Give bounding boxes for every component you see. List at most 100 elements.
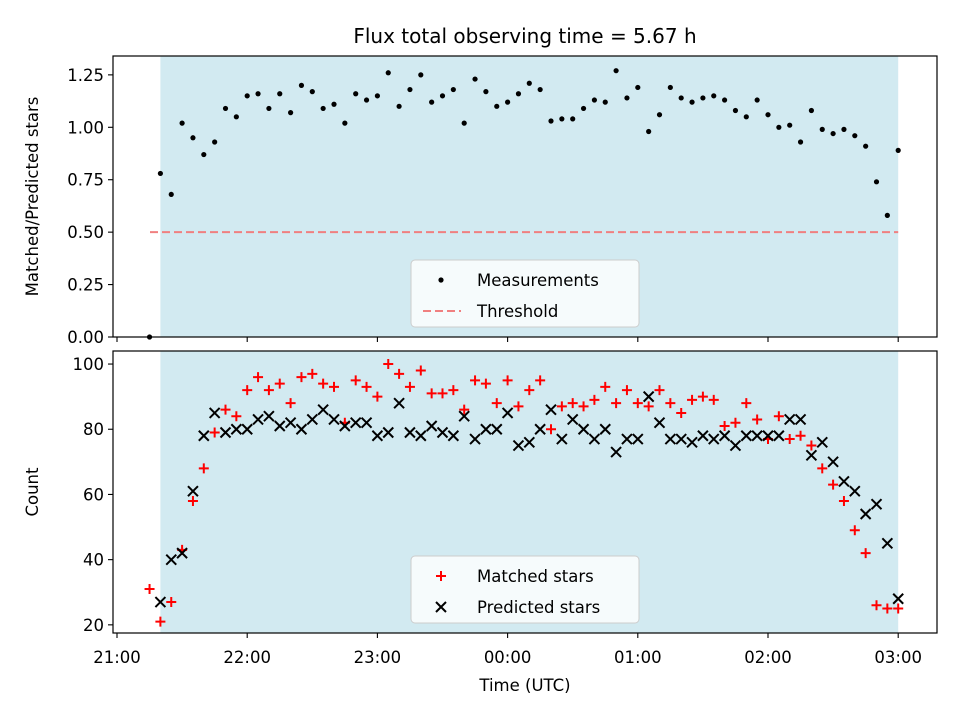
matched-stars-point (198, 463, 209, 474)
measurement-point (353, 91, 359, 97)
measurement-point (765, 112, 771, 118)
matched-stars-point (253, 372, 264, 383)
predicted-stars-point (328, 413, 340, 426)
measurement-point (201, 151, 207, 158)
measurement-point (179, 120, 185, 126)
measurement-point (363, 97, 370, 103)
measurement-point (385, 70, 391, 76)
measurement-point (298, 82, 305, 88)
measurements-series (146, 68, 901, 340)
measurement-point (602, 99, 608, 105)
y-tick-label: 0.25 (67, 276, 104, 295)
predicted-stars-point (349, 417, 362, 429)
matched-stars-point (860, 548, 871, 559)
matched-stars-point (871, 600, 882, 611)
matched-stars-point (784, 434, 795, 445)
measurement-point (884, 212, 890, 218)
predicted-stars-point (751, 430, 763, 442)
predicted-stars-point (339, 420, 351, 432)
measurement-point (342, 120, 348, 126)
predicted-stars-point (599, 423, 611, 435)
measurement-point (689, 99, 695, 105)
bottom-y-axis-label: Count (23, 467, 42, 517)
matched-stars-point (600, 381, 611, 392)
predicted-stars-point (491, 423, 503, 435)
measurement-point (320, 105, 326, 112)
measurement-point (212, 139, 218, 145)
predicted-stars-point (534, 423, 546, 435)
predicted-stars-point (252, 413, 264, 426)
predicted-stars-point (458, 410, 470, 422)
measurement-point (841, 126, 847, 132)
predicted-stars-point (382, 426, 394, 439)
matched-stars-point (719, 420, 730, 431)
predicted-stars-point (859, 508, 872, 520)
predicted-stars-point (263, 410, 275, 422)
predicted-stars-point (708, 433, 720, 445)
x-tick-label: 02:00 (744, 648, 792, 667)
matched-stars-point (578, 401, 589, 412)
bottom-x-axis-ticks: 21:00 22:00 23:00 00:00 01:00 02:00 03:00 (93, 633, 922, 667)
predicted-stars-point (415, 430, 427, 442)
y-tick-label: 0.75 (67, 171, 104, 190)
measurement-point (819, 126, 825, 132)
predicted-stars-point (577, 423, 590, 435)
matched-stars-point (676, 407, 687, 418)
matched-stars-point (502, 375, 513, 386)
measurement-point (494, 103, 500, 109)
measurement-point (157, 170, 163, 177)
measurement-point (754, 97, 760, 103)
measurement-point (472, 76, 478, 82)
top-y-axis-label: Matched/Predicted stars (23, 97, 42, 297)
legend-label: Threshold (476, 302, 558, 321)
predicted-stars-point (447, 430, 460, 442)
measurement-point (515, 91, 522, 97)
matched-stars-point (806, 440, 817, 451)
bottom-legend: Matched stars Predicted stars (410, 555, 640, 624)
x-tick-label: 01:00 (614, 648, 662, 667)
matched-stars-point (480, 378, 491, 389)
predicted-stars-point (621, 433, 633, 445)
measurement-point (873, 179, 880, 185)
predicted-stars-point (686, 436, 698, 448)
measurement-point (429, 99, 435, 105)
matched-stars-point (535, 375, 546, 386)
matched-stars-point (817, 463, 828, 474)
predicted-stars-point (187, 485, 199, 497)
y-tick-label: 40 (83, 551, 104, 570)
legend-label: Measurements (477, 271, 599, 290)
top-axes-frame (112, 55, 938, 338)
matched-stars-point (893, 603, 904, 614)
measurement-point (591, 97, 598, 103)
predicted-stars-point (393, 397, 405, 409)
count-series (144, 359, 904, 627)
matched-stars-point (383, 359, 394, 370)
predicted-stars-point (306, 413, 319, 426)
legend-label: Predicted stars (477, 598, 600, 617)
predicted-stars-point (718, 430, 731, 442)
measurement-point (722, 97, 728, 103)
matched-stars-point (166, 597, 177, 608)
predicted-stars-point (849, 485, 861, 497)
matched-stars-point (849, 525, 860, 536)
matched-stars-point (350, 375, 361, 386)
predicted-stars-point (154, 596, 167, 608)
predicted-stars-point (404, 426, 416, 439)
predicted-stars-point (892, 593, 904, 605)
predicted-stars-point (501, 407, 514, 419)
matched-stars-point (654, 385, 665, 396)
measurement-point (711, 93, 717, 99)
predicted-stars-point (208, 407, 221, 419)
predicted-stars-point (881, 537, 894, 550)
matched-stars-point (773, 411, 784, 422)
matched-stars-point (285, 398, 296, 409)
predicted-stars-point (274, 420, 286, 432)
matched-stars-point (242, 385, 253, 396)
predicted-stars-point (371, 430, 384, 442)
measurement-point (461, 120, 467, 126)
matched-stars-point (513, 401, 524, 412)
measurement-point (656, 112, 663, 118)
measurement-point (537, 86, 543, 93)
bottom-y-axis-ticks: 20 40 60 80 100 (73, 355, 113, 635)
measurement-point (559, 116, 565, 122)
